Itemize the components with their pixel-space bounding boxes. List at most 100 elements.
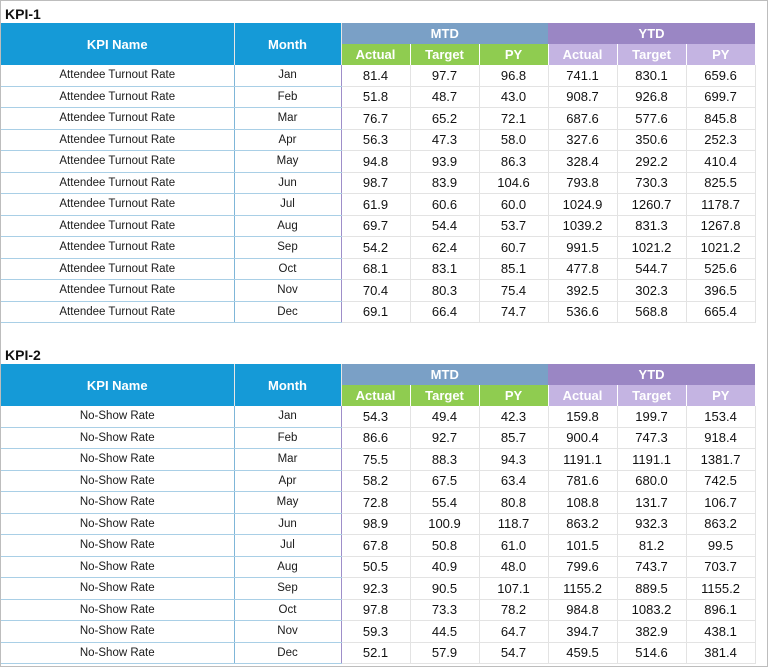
kpi-name-cell[interactable]: No-Show Rate <box>1 448 235 471</box>
ytd-actual-cell[interactable]: 781.6 <box>548 470 618 492</box>
ytd-py-cell[interactable]: 153.4 <box>686 406 756 428</box>
mtd-target-cell[interactable]: 57.9 <box>410 642 480 664</box>
table-row[interactable]: Attendee Turnout Rate Sep 54.2 62.4 60.7 991.… <box>1 236 756 259</box>
kpi-name-cell[interactable]: Attendee Turnout Rate <box>1 215 235 237</box>
month-cell[interactable]: Jun <box>234 172 342 194</box>
kpi-name-cell[interactable]: Attendee Turnout Rate <box>1 172 235 194</box>
ytd-py-cell[interactable]: 99.5 <box>686 534 756 557</box>
ytd-actual-cell[interactable]: 687.6 <box>548 107 618 130</box>
ytd-actual-cell[interactable]: 991.5 <box>548 236 618 259</box>
ytd-py-cell[interactable]: 1178.7 <box>686 193 756 216</box>
ytd-target-cell[interactable]: 747.3 <box>617 427 687 449</box>
col-header-mtd-target[interactable]: Target <box>410 385 480 406</box>
mtd-actual-cell[interactable]: 72.8 <box>341 491 411 514</box>
ytd-actual-cell[interactable]: 394.7 <box>548 620 618 643</box>
ytd-actual-cell[interactable]: 908.7 <box>548 86 618 108</box>
ytd-py-cell[interactable]: 825.5 <box>686 172 756 194</box>
ytd-target-cell[interactable]: 1191.1 <box>617 448 687 471</box>
mtd-target-cell[interactable]: 49.4 <box>410 406 480 428</box>
mtd-target-cell[interactable]: 90.5 <box>410 577 480 600</box>
ytd-actual-cell[interactable]: 477.8 <box>548 258 618 280</box>
table-row[interactable]: No-Show Rate Nov 59.3 44.5 64.7 394.7 382.9 438… <box>1 620 756 643</box>
mtd-py-cell[interactable]: 86.3 <box>479 150 549 173</box>
month-cell[interactable]: Nov <box>234 620 342 643</box>
table-row[interactable]: Attendee Turnout Rate Dec 69.1 66.4 74.7 536.… <box>1 301 756 323</box>
month-cell[interactable]: Jul <box>234 534 342 557</box>
ytd-actual-cell[interactable]: 1191.1 <box>548 448 618 471</box>
mtd-actual-cell[interactable]: 75.5 <box>341 448 411 471</box>
table-row[interactable]: Attendee Turnout Rate Jul 61.9 60.6 60.0 1024… <box>1 193 756 216</box>
ytd-py-cell[interactable]: 1381.7 <box>686 448 756 471</box>
ytd-target-cell[interactable]: 382.9 <box>617 620 687 643</box>
col-header-mtd-py[interactable]: PY <box>479 385 549 406</box>
ytd-actual-cell[interactable]: 536.6 <box>548 301 618 323</box>
ytd-target-cell[interactable]: 568.8 <box>617 301 687 323</box>
mtd-target-cell[interactable]: 88.3 <box>410 448 480 471</box>
mtd-target-cell[interactable]: 50.8 <box>410 534 480 557</box>
mtd-actual-cell[interactable]: 58.2 <box>341 470 411 492</box>
ytd-target-cell[interactable]: 81.2 <box>617 534 687 557</box>
table-row[interactable]: Attendee Turnout Rate Apr 56.3 47.3 58.0 327.… <box>1 129 756 151</box>
ytd-py-cell[interactable]: 410.4 <box>686 150 756 173</box>
mtd-actual-cell[interactable]: 68.1 <box>341 258 411 280</box>
mtd-py-cell[interactable]: 64.7 <box>479 620 549 643</box>
ytd-target-cell[interactable]: 544.7 <box>617 258 687 280</box>
table-row[interactable]: Attendee Turnout Rate Mar 76.7 65.2 72.1 687.… <box>1 107 756 130</box>
mtd-actual-cell[interactable]: 54.3 <box>341 406 411 428</box>
mtd-target-cell[interactable]: 100.9 <box>410 513 480 535</box>
ytd-target-cell[interactable]: 831.3 <box>617 215 687 237</box>
kpi-name-cell[interactable]: No-Show Rate <box>1 513 235 535</box>
ytd-actual-cell[interactable]: 984.8 <box>548 599 618 621</box>
table-row[interactable]: Attendee Turnout Rate Aug 69.7 54.4 53.7 1039… <box>1 215 756 237</box>
mtd-actual-cell[interactable]: 94.8 <box>341 150 411 173</box>
ytd-py-cell[interactable]: 381.4 <box>686 642 756 664</box>
mtd-py-cell[interactable]: 104.6 <box>479 172 549 194</box>
mtd-actual-cell[interactable]: 54.2 <box>341 236 411 259</box>
ytd-target-cell[interactable]: 932.3 <box>617 513 687 535</box>
mtd-actual-cell[interactable]: 59.3 <box>341 620 411 643</box>
kpi-name-cell[interactable]: Attendee Turnout Rate <box>1 236 235 259</box>
mtd-py-cell[interactable]: 107.1 <box>479 577 549 600</box>
ytd-actual-cell[interactable]: 108.8 <box>548 491 618 514</box>
kpi-name-cell[interactable]: Attendee Turnout Rate <box>1 301 235 323</box>
mtd-actual-cell[interactable]: 69.7 <box>341 215 411 237</box>
table-row[interactable]: No-Show Rate Aug 50.5 40.9 48.0 799.6 743.7 703… <box>1 556 756 578</box>
mtd-py-cell[interactable]: 74.7 <box>479 301 549 323</box>
col-header-mtd-py[interactable]: PY <box>479 44 549 65</box>
ytd-py-cell[interactable]: 1021.2 <box>686 236 756 259</box>
ytd-py-cell[interactable]: 699.7 <box>686 86 756 108</box>
ytd-py-cell[interactable]: 665.4 <box>686 301 756 323</box>
mtd-py-cell[interactable]: 63.4 <box>479 470 549 492</box>
ytd-actual-cell[interactable]: 793.8 <box>548 172 618 194</box>
ytd-py-cell[interactable]: 659.6 <box>686 65 756 87</box>
ytd-target-cell[interactable]: 1083.2 <box>617 599 687 621</box>
mtd-actual-cell[interactable]: 81.4 <box>341 65 411 87</box>
ytd-actual-cell[interactable]: 1039.2 <box>548 215 618 237</box>
kpi-name-cell[interactable]: Attendee Turnout Rate <box>1 107 235 130</box>
month-cell[interactable]: Feb <box>234 427 342 449</box>
ytd-target-cell[interactable]: 830.1 <box>617 65 687 87</box>
ytd-target-cell[interactable]: 1021.2 <box>617 236 687 259</box>
mtd-py-cell[interactable]: 118.7 <box>479 513 549 535</box>
mtd-target-cell[interactable]: 55.4 <box>410 491 480 514</box>
mtd-actual-cell[interactable]: 97.8 <box>341 599 411 621</box>
table-row[interactable]: Attendee Turnout Rate Jan 81.4 97.7 96.8 741.… <box>1 65 756 87</box>
mtd-actual-cell[interactable]: 92.3 <box>341 577 411 600</box>
month-cell[interactable]: Mar <box>234 107 342 130</box>
mtd-target-cell[interactable]: 47.3 <box>410 129 480 151</box>
table-row[interactable]: Attendee Turnout Rate Nov 70.4 80.3 75.4 392.… <box>1 279 756 302</box>
ytd-target-cell[interactable]: 730.3 <box>617 172 687 194</box>
ytd-actual-cell[interactable]: 1155.2 <box>548 577 618 600</box>
ytd-target-cell[interactable]: 926.8 <box>617 86 687 108</box>
ytd-actual-cell[interactable]: 392.5 <box>548 279 618 302</box>
ytd-py-cell[interactable]: 918.4 <box>686 427 756 449</box>
ytd-actual-cell[interactable]: 741.1 <box>548 65 618 87</box>
mtd-target-cell[interactable]: 40.9 <box>410 556 480 578</box>
col-header-ytd-target[interactable]: Target <box>617 385 687 406</box>
mtd-py-cell[interactable]: 85.7 <box>479 427 549 449</box>
kpi-name-cell[interactable]: Attendee Turnout Rate <box>1 129 235 151</box>
ytd-actual-cell[interactable]: 900.4 <box>548 427 618 449</box>
month-cell[interactable]: Aug <box>234 556 342 578</box>
kpi-name-cell[interactable]: No-Show Rate <box>1 427 235 449</box>
mtd-py-cell[interactable]: 78.2 <box>479 599 549 621</box>
